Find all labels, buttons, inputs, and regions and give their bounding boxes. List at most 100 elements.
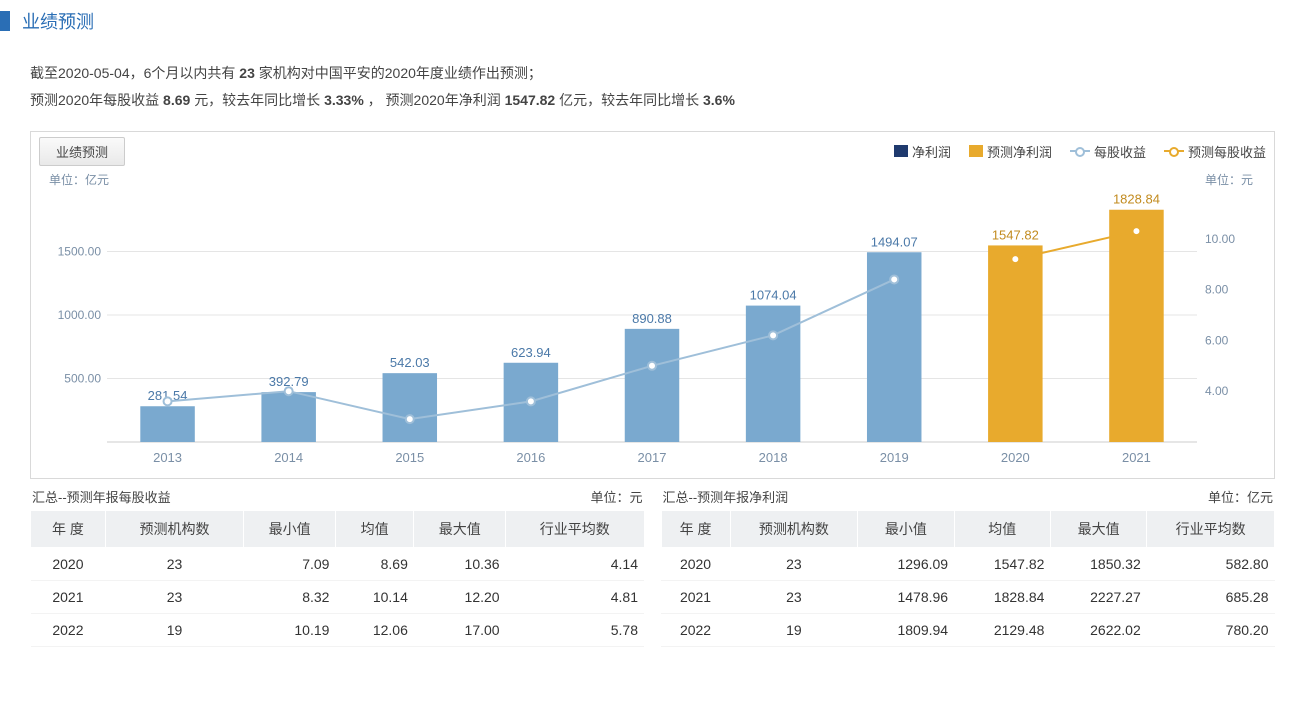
summary-profit-growth: 3.6% bbox=[703, 92, 735, 108]
table-cell: 23 bbox=[730, 548, 858, 581]
legend-line-eps bbox=[1070, 150, 1090, 152]
table-header-cell: 预测机构数 bbox=[730, 511, 858, 548]
section-title: 业绩预测 bbox=[0, 0, 1305, 42]
svg-text:623.94: 623.94 bbox=[511, 345, 551, 360]
legend-label: 预测每股收益 bbox=[1188, 142, 1266, 161]
table-cell: 1547.82 bbox=[954, 548, 1050, 581]
legend-label: 预测净利润 bbox=[987, 142, 1052, 161]
table-header-cell: 均值 bbox=[954, 511, 1050, 548]
table-cell: 19 bbox=[730, 614, 858, 647]
summary-inst-count: 23 bbox=[239, 65, 255, 81]
legend-swatch-profit-forecast bbox=[969, 145, 983, 157]
legend-label: 净利润 bbox=[912, 142, 951, 161]
table-header-cell: 最小值 bbox=[244, 511, 336, 548]
table-header-cell: 最小值 bbox=[858, 511, 954, 548]
legend-line-eps-forecast bbox=[1164, 150, 1184, 152]
table-cell: 23 bbox=[105, 581, 243, 614]
legend-label: 每股收益 bbox=[1094, 142, 1146, 161]
table-header-cell: 最大值 bbox=[414, 511, 506, 548]
forecast-chart-panel: 业绩预测 净利润 预测净利润 每股收益 预测每股收益 500.00 1000.00… bbox=[30, 131, 1275, 479]
svg-text:1494.07: 1494.07 bbox=[871, 234, 918, 249]
chart-legend: 净利润 预测净利润 每股收益 预测每股收益 bbox=[894, 142, 1266, 161]
table-header-cell: 年 度 bbox=[31, 511, 106, 548]
title-accent-bar bbox=[0, 11, 10, 31]
svg-text:1500.00: 1500.00 bbox=[58, 245, 102, 259]
table-cell: 2022 bbox=[31, 614, 106, 647]
table-cell: 10.36 bbox=[414, 548, 506, 581]
title-text: 业绩预测 bbox=[22, 8, 94, 34]
table-cell: 2021 bbox=[31, 581, 106, 614]
svg-text:单位：亿元: 单位：亿元 bbox=[49, 172, 109, 187]
table-header-cell: 年 度 bbox=[661, 511, 730, 548]
table-title: 汇总--预测年报净利润 bbox=[663, 487, 789, 506]
table-cell: 4.81 bbox=[506, 581, 644, 614]
table-cell: 10.19 bbox=[244, 614, 336, 647]
legend-eps: 每股收益 bbox=[1070, 142, 1146, 161]
table-cell: 8.69 bbox=[335, 548, 413, 581]
svg-text:1828.84: 1828.84 bbox=[1113, 192, 1160, 207]
table-cell: 8.32 bbox=[244, 581, 336, 614]
svg-text:单位：元: 单位：元 bbox=[1205, 172, 1253, 187]
svg-text:2016: 2016 bbox=[516, 450, 545, 465]
table-cell: 2020 bbox=[31, 548, 106, 581]
summary-text: 预测2020年每股收益 bbox=[30, 92, 163, 108]
table-cell: 2021 bbox=[661, 581, 730, 614]
table-cell: 5.78 bbox=[506, 614, 644, 647]
table-cell: 780.20 bbox=[1147, 614, 1275, 647]
svg-text:2019: 2019 bbox=[880, 450, 909, 465]
table-eps: 年 度预测机构数最小值均值最大值行业平均数2020237.098.6910.36… bbox=[30, 510, 645, 647]
svg-text:2021: 2021 bbox=[1122, 450, 1151, 465]
table-profit-block: 汇总--预测年报净利润 单位：亿元 年 度预测机构数最小值均值最大值行业平均数2… bbox=[661, 485, 1276, 647]
summary-eps-growth: 3.33% bbox=[324, 92, 364, 108]
svg-text:1547.82: 1547.82 bbox=[992, 228, 1039, 243]
table-row: 2022191809.942129.482622.02780.20 bbox=[661, 614, 1275, 647]
table-cell: 1850.32 bbox=[1050, 548, 1146, 581]
svg-text:2015: 2015 bbox=[395, 450, 424, 465]
summary-eps: 8.69 bbox=[163, 92, 190, 108]
summary-text: 家机构对中国平安的2020年度业绩作出预测； bbox=[259, 65, 542, 81]
table-cell: 685.28 bbox=[1147, 581, 1275, 614]
legend-profit: 净利润 bbox=[894, 142, 951, 161]
table-header-cell: 行业平均数 bbox=[1147, 511, 1275, 548]
legend-swatch-profit bbox=[894, 145, 908, 157]
summary-text: 亿元，较去年同比增长 bbox=[559, 92, 703, 108]
table-row: 2021231478.961828.842227.27685.28 bbox=[661, 581, 1275, 614]
table-cell: 2622.02 bbox=[1050, 614, 1146, 647]
svg-text:500.00: 500.00 bbox=[64, 372, 101, 386]
svg-text:2020: 2020 bbox=[1001, 450, 1030, 465]
table-cell: 2227.27 bbox=[1050, 581, 1146, 614]
summary-text: 截至2020-05-04，6个月以内共有 bbox=[30, 65, 239, 81]
legend-eps-forecast: 预测每股收益 bbox=[1164, 142, 1266, 161]
svg-text:1074.04: 1074.04 bbox=[750, 288, 797, 303]
table-eps-block: 汇总--预测年报每股收益 单位：元 年 度预测机构数最小值均值最大值行业平均数2… bbox=[30, 485, 645, 647]
table-row: 2020231296.091547.821850.32582.80 bbox=[661, 548, 1275, 581]
table-cell: 12.20 bbox=[414, 581, 506, 614]
svg-text:2014: 2014 bbox=[274, 450, 303, 465]
svg-text:890.88: 890.88 bbox=[632, 311, 672, 326]
tab-forecast[interactable]: 业绩预测 bbox=[39, 137, 125, 166]
table-cell: 2129.48 bbox=[954, 614, 1050, 647]
table-cell: 2022 bbox=[661, 614, 730, 647]
table-cell: 1828.84 bbox=[954, 581, 1050, 614]
table-cell: 7.09 bbox=[244, 548, 336, 581]
table-cell: 17.00 bbox=[414, 614, 506, 647]
table-cell: 12.06 bbox=[335, 614, 413, 647]
svg-text:4.00: 4.00 bbox=[1205, 384, 1229, 398]
summary-profit: 1547.82 bbox=[505, 92, 556, 108]
table-cell: 23 bbox=[105, 548, 243, 581]
table-header-cell: 均值 bbox=[335, 511, 413, 548]
forecast-chart: 500.00 1000.00 1500.00 4.00 6.00 8.00 10.00 单位：… bbox=[37, 166, 1267, 476]
svg-text:10.00: 10.00 bbox=[1205, 232, 1235, 246]
table-cell: 1478.96 bbox=[858, 581, 954, 614]
table-row: 2021238.3210.1412.204.81 bbox=[31, 581, 645, 614]
table-unit: 单位：元 bbox=[590, 487, 642, 506]
table-cell: 1296.09 bbox=[858, 548, 954, 581]
svg-text:2018: 2018 bbox=[759, 450, 788, 465]
table-unit: 单位：亿元 bbox=[1208, 487, 1273, 506]
svg-text:6.00: 6.00 bbox=[1205, 334, 1229, 348]
svg-text:2013: 2013 bbox=[153, 450, 182, 465]
table-title: 汇总--预测年报每股收益 bbox=[32, 487, 171, 506]
svg-text:8.00: 8.00 bbox=[1205, 283, 1229, 297]
svg-text:542.03: 542.03 bbox=[390, 355, 430, 370]
svg-text:1000.00: 1000.00 bbox=[58, 308, 102, 322]
